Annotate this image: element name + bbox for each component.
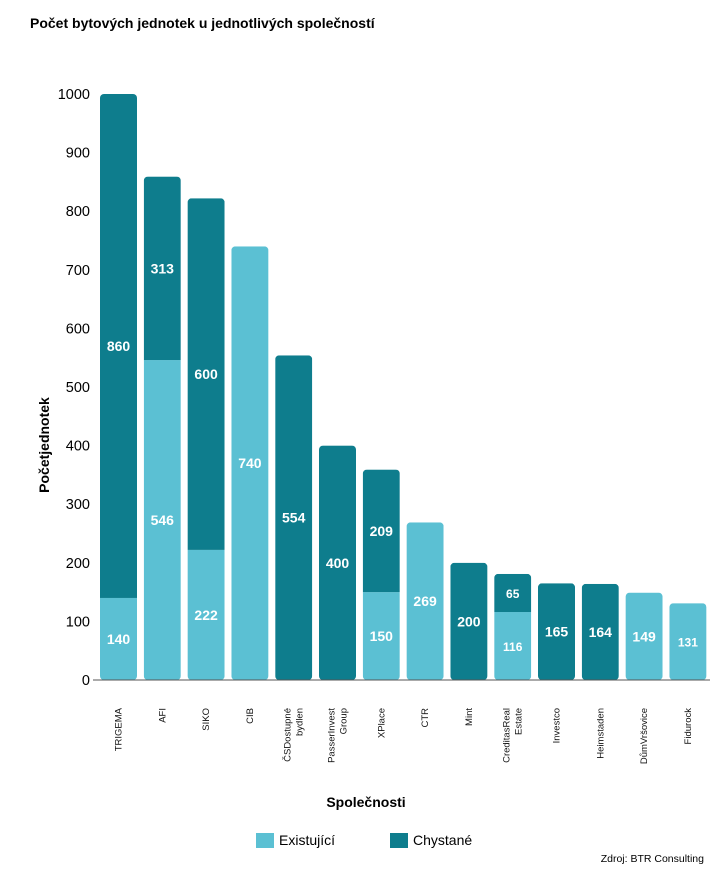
- data-label: 209: [370, 523, 394, 539]
- x-tick-label-line: TRIGEMA: [114, 707, 125, 751]
- y-tick-label: 400: [66, 439, 90, 455]
- x-axis-ticks: TRIGEMA AFI SIKO CIB ČSDostupnébydlen PasserI…: [114, 707, 694, 764]
- bar-existujici: [669, 603, 707, 680]
- data-label: 546: [151, 512, 175, 528]
- data-label: 164: [589, 624, 613, 640]
- legend-label-chystane: Chystané: [413, 832, 473, 848]
- bar-chystane: [275, 355, 313, 680]
- data-label: 149: [632, 628, 656, 644]
- source-note: Zdroj: BTR Consulting: [600, 853, 704, 865]
- y-tick-label: 200: [66, 556, 90, 572]
- x-tick-label-line: CTR: [420, 708, 431, 728]
- x-tick-label-line: Fidurock: [683, 708, 694, 745]
- data-label: 400: [326, 555, 350, 571]
- y-tick-label: 900: [66, 146, 90, 162]
- x-tick-label-line: bydlen: [295, 708, 306, 736]
- x-tick-label: AFI: [157, 708, 168, 723]
- bar-existujici: [100, 597, 137, 680]
- x-axis-label: Společnosti: [326, 794, 405, 810]
- x-tick-label-line: Estate: [514, 708, 525, 735]
- y-tick-label: 600: [66, 321, 90, 337]
- x-tick-label: CTR: [420, 708, 431, 728]
- bar-chystane: [494, 573, 532, 613]
- legend-swatch-existujici: [256, 832, 274, 848]
- x-tick-label: SIKO: [201, 708, 212, 731]
- x-tick-label: ČSDostupnébydlen: [283, 708, 306, 762]
- bar-chystane: [319, 445, 356, 680]
- x-tick-label-line: DůmVršovice: [639, 708, 650, 764]
- bar-existujici: [143, 360, 181, 680]
- data-label: 165: [545, 624, 569, 640]
- data-label: 269: [413, 593, 437, 609]
- data-label: 200: [457, 613, 481, 629]
- bar-chystane: [362, 469, 400, 593]
- data-label: 740: [238, 455, 262, 471]
- y-tick-label: 800: [66, 204, 90, 220]
- x-tick-label-line: ČSDostupné: [283, 708, 294, 762]
- y-axis-label: Početjednotek: [36, 397, 52, 493]
- x-tick-label: PasserInvestGroup: [327, 708, 350, 763]
- x-tick-label-line: Mint: [464, 708, 475, 726]
- x-tick-label: Mint: [464, 708, 475, 726]
- data-label: 554: [282, 510, 306, 526]
- x-tick-label-line: AFI: [157, 708, 168, 723]
- data-label: 140: [107, 631, 131, 647]
- x-tick-label: XPlace: [376, 708, 387, 738]
- x-tick-label: Heimstaden: [595, 708, 606, 759]
- bar-group: 140 860 546 313 222 600 740 554 400 150 209 269 200 1…: [100, 94, 707, 681]
- y-axis-ticks: 0 100 200 300 400 500 600 700 800 900 1000: [58, 87, 90, 689]
- bar-chystane: [100, 94, 137, 598]
- legend-swatch-chystane: [390, 832, 408, 848]
- legend: Existující Chystané: [0, 832, 716, 852]
- x-tick-label: CIB: [245, 708, 256, 724]
- y-tick-label: 1000: [58, 87, 90, 103]
- data-label: 222: [194, 607, 218, 623]
- bar-existujici: [362, 592, 400, 680]
- bar-chystane: [581, 583, 619, 680]
- x-tick-label: DůmVršovice: [639, 708, 650, 764]
- bar-chystane: [143, 176, 181, 361]
- legend-item-chystane: Chystané: [390, 832, 472, 848]
- x-tick-label-line: Group: [339, 708, 350, 734]
- chart-title: Počet bytových jednotek u jednotlivých s…: [30, 15, 375, 31]
- data-label: 600: [194, 366, 218, 382]
- x-tick-label: Investco: [552, 708, 563, 743]
- bar-chystane: [450, 562, 488, 680]
- x-tick-label-line: Heimstaden: [595, 708, 606, 759]
- data-label: 150: [370, 628, 394, 644]
- bar-chystane: [187, 198, 225, 550]
- stacked-bar-chart: 0 100 200 300 400 500 600 700 800 900 1000 140 860 5…: [36, 87, 710, 810]
- x-tick-label-line: CIB: [245, 708, 256, 724]
- bar-existujici: [625, 592, 663, 680]
- x-tick-label-line: Investco: [552, 708, 563, 743]
- x-tick-label-line: PasserInvest: [327, 708, 338, 763]
- x-tick-label: CreditasRealEstate: [502, 708, 525, 763]
- y-tick-label: 500: [66, 380, 90, 396]
- x-tick-label: TRIGEMA: [114, 707, 125, 751]
- bar-chystane: [538, 583, 575, 680]
- data-label: 116: [503, 640, 523, 654]
- bar-existujici: [494, 612, 532, 680]
- y-tick-label: 0: [82, 673, 90, 689]
- x-tick-label-line: SIKO: [201, 708, 212, 731]
- y-tick-label: 100: [66, 614, 90, 630]
- data-label: 860: [107, 338, 131, 354]
- data-label: 131: [678, 636, 698, 650]
- data-label: 65: [506, 587, 520, 601]
- legend-item-existujici: Existující: [256, 832, 335, 848]
- data-label: 313: [151, 260, 175, 276]
- x-tick-label-line: XPlace: [376, 708, 387, 738]
- bar-existujici: [406, 522, 444, 680]
- bar-existujici: [231, 246, 269, 681]
- y-tick-label: 300: [66, 497, 90, 513]
- x-tick-label: Fidurock: [683, 708, 694, 745]
- legend-label-existujici: Existující: [279, 832, 336, 848]
- bar-existujici: [187, 549, 225, 680]
- y-tick-label: 700: [66, 263, 90, 279]
- x-tick-label-line: CreditasReal: [502, 708, 513, 763]
